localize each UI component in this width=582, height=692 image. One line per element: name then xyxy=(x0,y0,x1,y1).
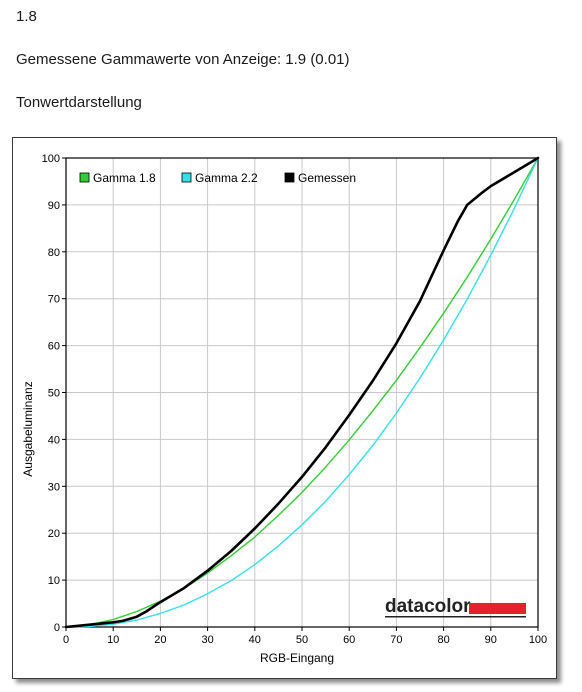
gamma-chart: 0 10 20 30 40 50 60 70 80 90 100 0 10 20 30 40 50 60 70 80 9… xyxy=(12,137,557,679)
y-tick-label: 100 xyxy=(42,153,60,165)
measured-gamma-text: Gemessene Gammawerte von Anzeige: 1.9 (0… xyxy=(16,51,350,68)
x-tick-label: 30 xyxy=(201,634,213,646)
y-tick-label: 40 xyxy=(48,434,60,446)
series-line-0 xyxy=(65,157,539,628)
logo-red-bar xyxy=(469,603,526,614)
x-tick-label: 10 xyxy=(107,634,119,646)
series-line-2 xyxy=(64,156,540,629)
logo-underline xyxy=(385,616,526,618)
section-title: Tonwertdarstellung xyxy=(16,94,142,111)
x-tick-label: 60 xyxy=(343,634,355,646)
legend: Gamma 1.8 Gamma 2.2 Gemessen xyxy=(79,171,356,185)
legend-label: Gamma 1.8 xyxy=(93,171,156,185)
x-tick-label: 20 xyxy=(154,634,166,646)
y-tick-label: 50 xyxy=(48,388,60,400)
y-tick-label: 60 xyxy=(48,341,60,353)
y-axis-title: Ausgabeluminanz xyxy=(21,381,35,476)
axes xyxy=(62,157,539,631)
tick-labels: 0 10 20 30 40 50 60 70 80 90 100 0 10 20 30 40 50 60 70 80 9… xyxy=(42,153,548,646)
gamma-setting-value: 1.8 xyxy=(16,8,37,25)
series-line-1 xyxy=(65,157,539,628)
chart-canvas: 0 10 20 30 40 50 60 70 80 90 100 0 10 20 30 40 50 60 70 80 9… xyxy=(21,153,548,665)
y-tick-label: 80 xyxy=(48,247,60,259)
datacolor-logo: datacolor xyxy=(385,596,526,618)
plot-area-border xyxy=(65,157,539,628)
y-tick-label: 90 xyxy=(48,200,60,212)
x-tick-label: 90 xyxy=(485,634,497,646)
x-tick-label: 0 xyxy=(63,634,69,646)
series-lines xyxy=(64,156,540,629)
y-tick-label: 10 xyxy=(48,575,60,587)
legend-label: Gamma 2.2 xyxy=(195,171,258,185)
logo-text: datacolor xyxy=(385,596,471,617)
grid xyxy=(65,157,539,628)
x-tick-label: 40 xyxy=(249,634,261,646)
x-tick-label: 50 xyxy=(296,634,308,646)
x-tick-label: 100 xyxy=(529,634,547,646)
legend-label: Gemessen xyxy=(298,171,356,185)
legend-swatch xyxy=(181,172,192,183)
legend-swatch xyxy=(284,172,295,183)
y-tick-label: 0 xyxy=(54,622,60,634)
y-tick-label: 20 xyxy=(48,528,60,540)
y-tick-label: 70 xyxy=(48,294,60,306)
x-axis-title: RGB-Eingang xyxy=(260,651,334,665)
x-tick-label: 80 xyxy=(437,634,449,646)
x-tick-label: 70 xyxy=(390,634,402,646)
y-tick-label: 30 xyxy=(48,481,60,493)
legend-swatch xyxy=(79,172,90,183)
